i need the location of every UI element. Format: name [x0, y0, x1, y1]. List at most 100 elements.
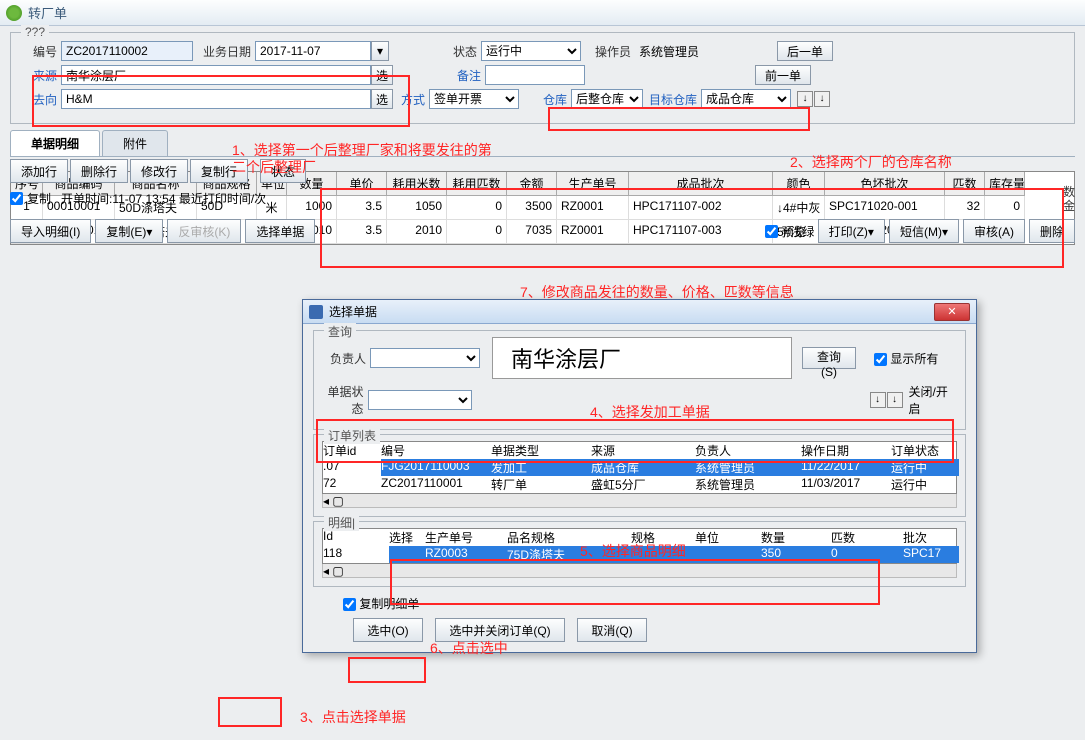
dest-select-btn[interactable]: 选 — [371, 89, 393, 109]
cell[interactable]: 成品仓库 — [591, 459, 695, 476]
col-header[interactable]: 来源 — [591, 442, 695, 459]
dialog-title-bar: 选择单据 ✕ — [303, 300, 976, 324]
cell[interactable]: ZC2017110001 — [381, 476, 491, 493]
cell[interactable]: 系统管理员 — [695, 476, 801, 493]
col-header[interactable]: 负责人 — [695, 442, 801, 459]
dest-input[interactable] — [61, 89, 371, 109]
next-doc-btn[interactable]: 后一单 — [777, 41, 833, 61]
copy-btn[interactable]: 复制(E)▾ — [95, 219, 163, 243]
cell[interactable]: 75D涤塔夫 — [507, 546, 631, 563]
col-header[interactable]: 订单id — [323, 442, 381, 459]
order-list-legend: 订单列表 — [324, 427, 380, 444]
cell[interactable] — [389, 546, 425, 563]
cell[interactable] — [695, 546, 761, 563]
show-all-checkbox[interactable] — [874, 353, 887, 366]
arrow-down-btn-2[interactable]: ↓ — [814, 91, 830, 107]
mod-row-btn[interactable]: 修改行 — [130, 159, 188, 183]
cell[interactable]: 118 — [323, 546, 389, 563]
del-row-btn[interactable]: 删除行 — [70, 159, 128, 183]
col-header[interactable]: 单据类型 — [491, 442, 591, 459]
col-header[interactable]: 操作日期 — [801, 442, 891, 459]
cell[interactable]: .07 — [323, 459, 381, 476]
cell[interactable]: 0 — [831, 546, 903, 563]
audit-btn[interactable]: 审核(A) — [963, 219, 1025, 243]
select-doc-btn[interactable]: 选择单据 — [245, 219, 315, 243]
cell[interactable]: 系统管理员 — [695, 459, 801, 476]
arrow-down-btn[interactable]: ↓ — [797, 91, 813, 107]
preview-checkbox[interactable] — [765, 225, 778, 238]
cell[interactable]: RZ0003 — [425, 546, 507, 563]
cell[interactable]: SPC17 — [903, 546, 959, 563]
tab-detail[interactable]: 单据明细 — [10, 130, 100, 156]
status-btn[interactable]: 状态 — [260, 159, 306, 183]
cell[interactable]: 盛虹5分厂 — [591, 476, 695, 493]
show-all-label[interactable]: 显示所有 — [874, 350, 938, 367]
open-time-text: 开单时间:11-07 13:54 最近打印时间/次 — [61, 190, 266, 207]
scrollbar-placeholder-2[interactable]: ◂ ▢ — [322, 564, 957, 578]
cell[interactable]: 11/22/2017 — [801, 459, 891, 476]
tab-attach[interactable]: 附件 — [102, 130, 168, 156]
col-header[interactable]: 选择 — [389, 529, 425, 546]
cell[interactable]: 350 — [761, 546, 831, 563]
col-header[interactable]: 品名规格 — [507, 529, 631, 546]
dialog-close-btn[interactable]: ✕ — [934, 303, 970, 321]
col-header[interactable]: 规格 — [631, 529, 695, 546]
header-legend: ??? — [21, 25, 49, 39]
memo-input[interactable] — [485, 65, 585, 85]
cell[interactable]: 72 — [323, 476, 381, 493]
source-input[interactable] — [61, 65, 371, 85]
dialog-arrows: ↓ ↓ — [870, 392, 903, 408]
copy-row-btn[interactable]: 复制行 — [190, 159, 248, 183]
status-select[interactable]: 运行中 — [481, 41, 581, 61]
warehouse-select[interactable]: 后整仓库 — [571, 89, 643, 109]
window-title: 转厂单 — [28, 3, 67, 22]
copy-detail-checkbox[interactable] — [343, 598, 356, 611]
biz-date-input[interactable] — [255, 41, 371, 61]
method-select[interactable]: 签单开票 — [429, 89, 519, 109]
copy-detail-label[interactable]: 复制明细单 — [343, 595, 419, 612]
col-header[interactable]: 订单状态 — [891, 442, 959, 459]
header-fieldset: ??? 编号 业务日期 ▾ 状态 运行中 操作员 后一单 来源 选 备注 前一单… — [10, 32, 1075, 124]
select-doc-dialog: 选择单据 ✕ 查询 负责人 南华涂层厂 查询(S) 显示所有 单据状态 ↓ ↓ — [302, 299, 977, 653]
add-row-btn[interactable]: 添加行 — [10, 159, 68, 183]
detail-grid[interactable]: Id选择生产单号品名规格规格单位数量匹数批次 118 RZ000375D涤塔夫 350… — [322, 528, 957, 564]
cell[interactable]: 运行中 — [891, 476, 959, 493]
col-header[interactable]: 生产单号 — [425, 529, 507, 546]
number-input[interactable] — [61, 41, 193, 61]
dialog-select-btn[interactable]: 选中(O) — [353, 618, 423, 642]
doc-status-select[interactable] — [368, 390, 472, 410]
cell[interactable]: 运行中 — [891, 459, 959, 476]
target-wh-select[interactable]: 成品仓库 — [701, 89, 791, 109]
number-label: 编号 — [21, 43, 57, 60]
cell[interactable]: 转厂单 — [491, 476, 591, 493]
query-btn[interactable]: 查询(S) — [802, 347, 856, 369]
dialog-select-close-btn[interactable]: 选中并关闭订单(Q) — [435, 618, 565, 642]
cell[interactable]: 11/03/2017 — [801, 476, 891, 493]
cell[interactable]: FJG2017110003 — [381, 459, 491, 476]
arrow-down-2[interactable]: ↓ — [887, 392, 903, 408]
dialog-cancel-btn[interactable]: 取消(Q) — [577, 618, 647, 642]
sms-btn[interactable]: 短信(M)▾ — [889, 219, 959, 243]
date-picker-btn[interactable]: ▾ — [371, 41, 389, 61]
print-btn[interactable]: 打印(Z)▾ — [818, 219, 885, 243]
col-header[interactable]: 匹数 — [831, 529, 903, 546]
arrow-down[interactable]: ↓ — [870, 392, 886, 408]
owner-select[interactable] — [370, 348, 480, 368]
prev-doc-btn[interactable]: 前一单 — [755, 65, 811, 85]
biz-date-label: 业务日期 — [195, 43, 251, 60]
col-header[interactable]: Id — [323, 529, 389, 546]
cell[interactable] — [631, 546, 695, 563]
col-header[interactable]: 批次 — [903, 529, 959, 546]
import-detail-btn[interactable]: 导入明细(I) — [10, 219, 91, 243]
order-list-grid[interactable]: 订单id编号单据类型来源负责人操作日期订单状态 .07FJG2017110003发… — [322, 441, 957, 494]
col-header[interactable]: 单位 — [695, 529, 761, 546]
cell[interactable]: 发加工 — [491, 459, 591, 476]
col-header[interactable]: 编号 — [381, 442, 491, 459]
memo-label: 备注 — [451, 67, 481, 84]
col-header[interactable]: 数量 — [761, 529, 831, 546]
scrollbar-placeholder[interactable]: ◂ ▢ — [322, 494, 957, 508]
detail-legend: 明细| — [324, 514, 359, 531]
source-select-btn[interactable]: 选 — [371, 65, 393, 85]
copy-checkbox[interactable] — [10, 192, 23, 205]
delete-btn[interactable]: 删除 — [1029, 219, 1075, 243]
